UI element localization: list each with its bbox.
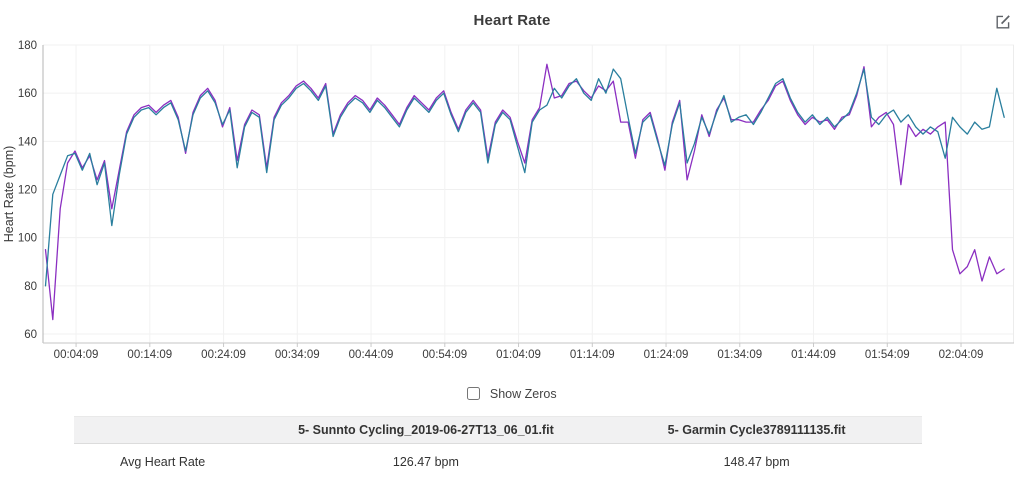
heart-rate-chart[interactable]: 60 80 100 120 140 160 180 00:04:09 00:14:09 00:24… — [0, 0, 1024, 372]
avg-heart-rate-suunto-value: 126.47 bpm — [261, 444, 592, 481]
x-axis-tick-label: 02:04:09 — [939, 349, 984, 361]
edit-pencil-square-icon — [995, 14, 1011, 30]
avg-heart-rate-garmin-value: 148.47 bpm — [591, 444, 922, 481]
x-axis-tick-label: 01:14:09 — [570, 349, 615, 361]
y-axis-tick-label: 180 — [18, 40, 37, 52]
y-axis-tick-label: 80 — [24, 281, 37, 293]
x-axis-tick-label: 00:24:09 — [201, 349, 246, 361]
y-axis-tick-label: 160 — [18, 88, 37, 100]
x-axis-tick-label: 00:34:09 — [275, 349, 320, 361]
edit-icon[interactable] — [993, 13, 1013, 33]
table-row: Avg Heart Rate 126.47 bpm 148.47 bpm — [74, 444, 922, 481]
summary-table-header-row: 5- Sunnto Cycling_2019-06-27T13_06_01.fi… — [74, 417, 922, 444]
y-axis-tick-label: 140 — [18, 136, 37, 148]
show-zeros-label: Show Zeros — [490, 387, 557, 401]
x-axis-tick-label: 01:04:09 — [496, 349, 541, 361]
x-axis-tick-label: 01:44:09 — [791, 349, 836, 361]
x-axis-tick-label: 00:04:09 — [54, 349, 99, 361]
series-line-garmin — [46, 69, 1005, 286]
summary-table-header-garmin: 5- Garmin Cycle3789111135.fit — [591, 417, 922, 444]
series-line-suunto — [46, 64, 1005, 319]
chart-title: Heart Rate — [0, 12, 1024, 29]
y-axis-tick-label: 120 — [18, 185, 37, 197]
x-axis-tick-label: 00:44:09 — [349, 349, 394, 361]
x-axis-tick-label: 01:24:09 — [644, 349, 689, 361]
x-axis-tick-label: 01:34:09 — [717, 349, 762, 361]
show-zeros-checkbox[interactable] — [467, 387, 480, 400]
x-axis-tick-label: 00:54:09 — [422, 349, 467, 361]
show-zeros-control[interactable]: Show Zeros — [0, 387, 1024, 401]
x-axis-tick-label: 00:14:09 — [127, 349, 172, 361]
y-axis-title: Heart Rate (bpm) — [2, 146, 16, 243]
y-axis-tick-label: 100 — [18, 233, 37, 245]
summary-table-header-suunto: 5- Sunnto Cycling_2019-06-27T13_06_01.fi… — [261, 417, 592, 444]
avg-heart-rate-label: Avg Heart Rate — [74, 444, 261, 481]
summary-table: 5- Sunnto Cycling_2019-06-27T13_06_01.fi… — [74, 416, 922, 481]
y-axis-tick-label: 60 — [24, 329, 37, 341]
summary-table-corner-cell — [74, 417, 261, 444]
x-axis-tick-label: 01:54:09 — [865, 349, 910, 361]
